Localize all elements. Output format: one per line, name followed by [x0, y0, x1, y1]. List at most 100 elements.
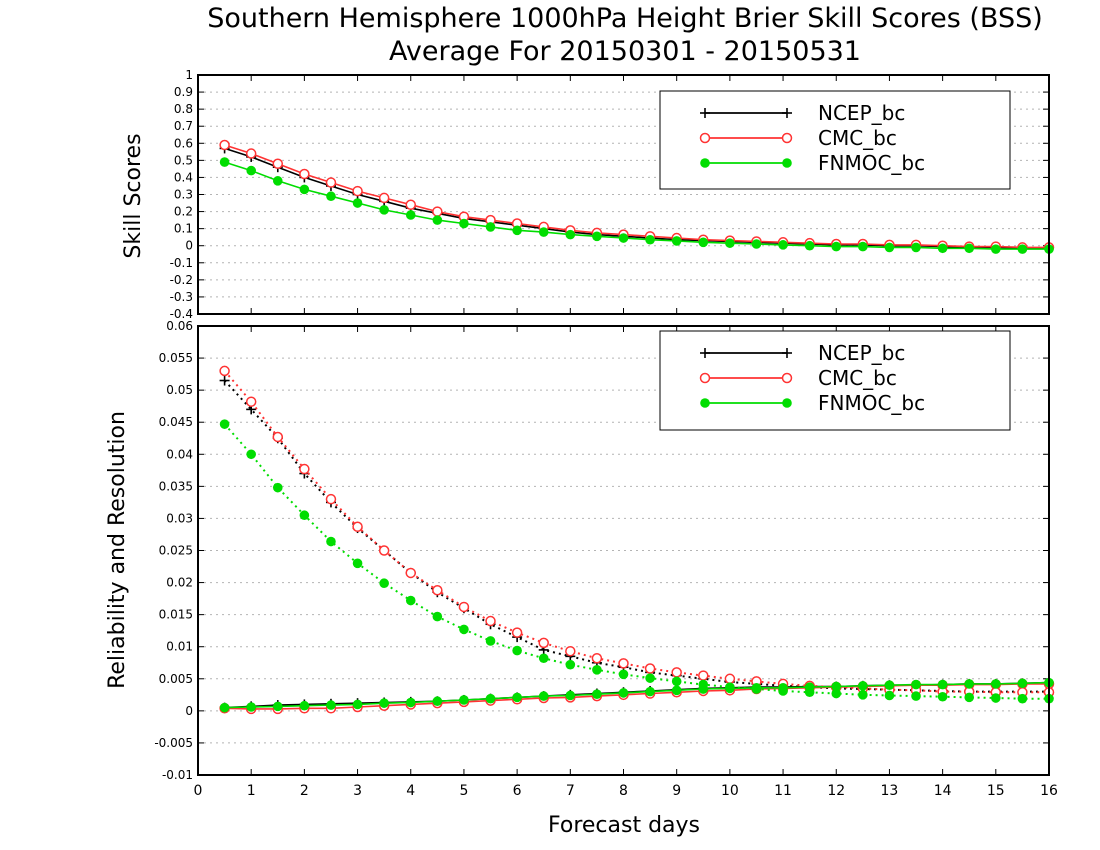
bottom-series-line [224, 681, 1050, 709]
bottom-series-point [565, 645, 576, 657]
bottom-series-point [937, 679, 948, 690]
bottom-ytick-label: 0.055 [159, 351, 193, 365]
bottom-series-point [698, 679, 709, 690]
top-ylabel: Skill Scores [121, 133, 146, 258]
xlabel: Forecast days [548, 813, 700, 838]
top-ytick-label: 0.9 [174, 85, 193, 99]
bottom-series-point [538, 653, 549, 664]
bottom-series-point [698, 670, 709, 681]
bottom-series-point [458, 601, 470, 613]
bottom-series-point [512, 645, 522, 656]
bottom-ytick-label: -0.005 [154, 736, 193, 750]
bottom-series-line [223, 423, 1049, 700]
top-series-point [299, 184, 310, 195]
chart-title: Southern Hemisphere 1000hPa Height Brier… [207, 3, 1043, 34]
top-legend-marker [700, 158, 710, 168]
bottom-series-point [326, 700, 336, 710]
top-series-point [911, 242, 921, 253]
xtick-label: 15 [987, 783, 1005, 799]
bottom-series-point [751, 684, 762, 694]
top-series-point [405, 199, 416, 210]
bottom-ytick-label: 0.045 [159, 415, 193, 429]
bottom-series-point [591, 653, 603, 664]
bottom-series-point [831, 688, 842, 699]
bottom-series-point [432, 611, 443, 622]
bottom-legend-label: FNMOC_bc [818, 391, 925, 415]
xtick-label: 11 [774, 783, 792, 799]
xtick-label: 1 [247, 783, 256, 799]
top-series-point [325, 177, 337, 188]
bottom-series-point [299, 700, 310, 711]
bottom-series-point [911, 679, 921, 690]
xtick-label: 5 [459, 783, 468, 799]
bottom-series-point [378, 545, 390, 556]
bottom-series-point [512, 692, 522, 703]
bottom-series-point [725, 682, 735, 692]
top-legend-label: CMC_bc [818, 126, 897, 150]
bottom-series-point [618, 658, 629, 669]
bottom-series-point [1017, 693, 1028, 704]
bottom-series-point [538, 637, 549, 649]
chart-subtitle: Average For 20150301 - 20150531 [389, 36, 861, 67]
top-series-point [778, 240, 788, 250]
bottom-series-point [352, 558, 363, 569]
bottom-series-point [432, 696, 443, 707]
bottom-series-point [804, 687, 815, 698]
top-series-point [884, 242, 895, 253]
top-ytick-label: 0.8 [174, 102, 193, 116]
bottom-series-point [964, 679, 975, 689]
bottom-ylabel: Reliability and Resolution [105, 411, 130, 689]
top-series-point [618, 233, 629, 243]
bottom-series-point [937, 691, 948, 702]
bottom-legend-label: NCEP_bc [818, 341, 905, 365]
top-series-point [352, 198, 363, 208]
top-ytick-label: 1 [185, 68, 193, 82]
top-ytick-label: -0.4 [170, 307, 193, 321]
top-series-point [272, 158, 284, 170]
bottom-series-point [671, 667, 682, 678]
xtick-label: 8 [619, 783, 628, 799]
bottom-series-point [884, 690, 895, 701]
top-series-point [858, 241, 868, 252]
top-series-point [405, 210, 416, 220]
bottom-series-point [459, 695, 469, 705]
top-series-point [512, 225, 522, 236]
xtick-label: 10 [721, 783, 739, 799]
top-series-point [272, 176, 283, 186]
bottom-series-point [644, 663, 656, 674]
bottom-ytick-label: 0.01 [166, 640, 193, 654]
bottom-legend-marker [781, 372, 793, 384]
bottom-series-point [858, 681, 868, 691]
bottom-series-point [511, 627, 523, 638]
bottom-series-point [325, 493, 337, 505]
xtick-label: 6 [513, 783, 522, 799]
bottom-series-point [485, 693, 496, 704]
bottom-series-point [326, 536, 336, 547]
top-series-point [751, 239, 762, 249]
bottom-series-point [1017, 678, 1028, 689]
top-series-point [1017, 244, 1028, 254]
bottom-series-point [379, 578, 389, 589]
top-ytick-label: 0.6 [174, 136, 193, 150]
xtick-label: 4 [406, 783, 415, 799]
bottom-series-point [884, 680, 895, 690]
xtick-label: 3 [353, 783, 362, 799]
bottom-series-point [245, 396, 257, 407]
bottom-series-point [964, 692, 975, 703]
bottom-series-point [538, 691, 549, 701]
top-series-point [378, 192, 390, 204]
bottom-ytick-label: 0 [185, 704, 193, 718]
bottom-series-point [565, 659, 576, 670]
bottom-series-point [272, 482, 283, 493]
top-legend-label: NCEP_bc [818, 101, 905, 125]
top-legend-marker [782, 158, 792, 168]
bottom-series-point [485, 615, 496, 627]
top-plot-frame [197, 74, 1050, 315]
top-series-point [991, 244, 1001, 254]
bottom-ytick-label: 0.02 [166, 576, 193, 590]
bottom-ytick-label: 0.005 [159, 672, 193, 686]
xtick-label: 9 [672, 783, 681, 799]
xtick-label: 16 [1040, 783, 1058, 799]
